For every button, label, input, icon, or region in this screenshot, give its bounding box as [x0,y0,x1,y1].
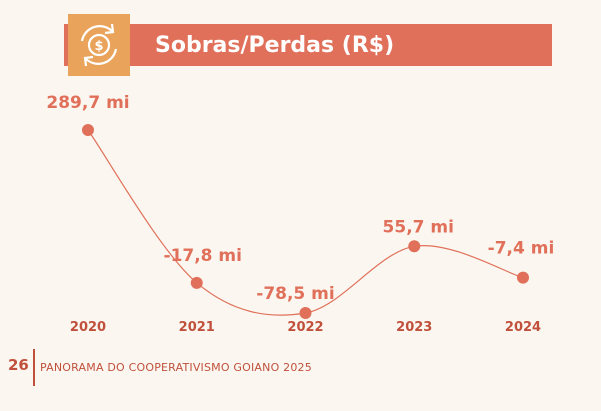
data-point-2021 [190,276,203,289]
data-point-2020 [82,124,94,136]
data-label-2022: -78,5 mi [256,284,334,304]
x-tick-2020: 2020 [70,320,106,335]
data-label-2020: 289,7 mi [46,93,129,113]
svg-text:$: $ [94,39,103,54]
title-bar [64,24,552,66]
data-label-2021: -17,8 mi [164,246,242,266]
data-point-2024 [517,271,529,284]
footer-divider [33,349,35,386]
page-number: 26 [8,356,29,374]
footer-text: PANORAMA DO COOPERATIVISMO GOIANO 2025 [40,361,312,374]
x-tick-2024: 2024 [505,320,541,335]
x-tick-2021: 2021 [179,320,215,335]
data-point-2023 [408,240,421,253]
x-tick-2023: 2023 [396,320,432,335]
chart-title: Sobras/Perdas (R$) [155,33,395,58]
data-label-2024: -7,4 mi [488,239,555,259]
data-label-2023: 55,7 mi [383,217,454,237]
dollar-cycle-icon: $ [68,14,130,76]
data-point-2022 [299,307,312,319]
x-tick-2022: 2022 [287,320,323,335]
